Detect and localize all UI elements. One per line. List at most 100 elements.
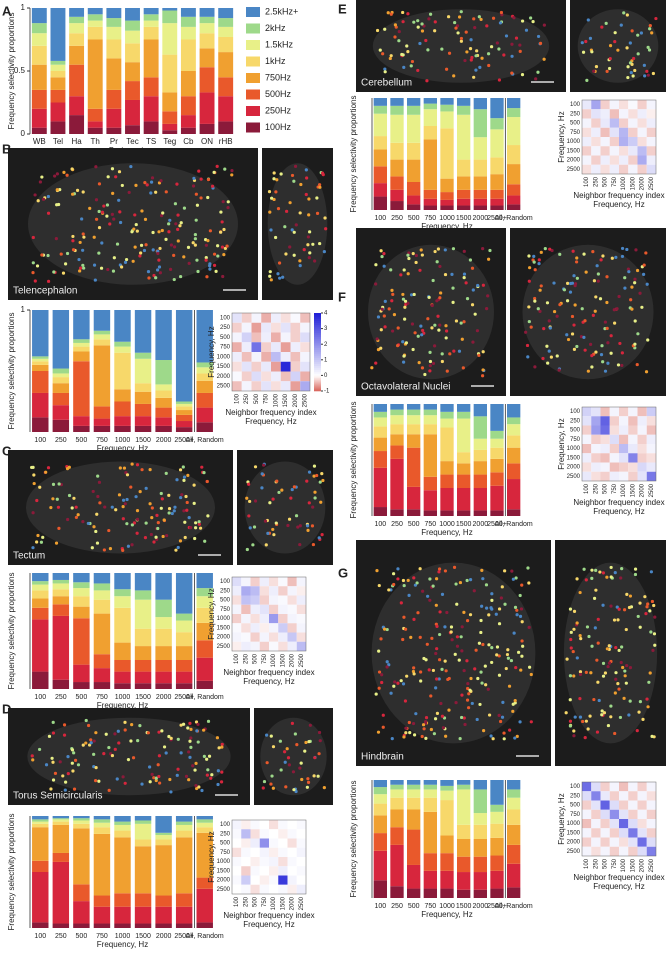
- bar-segment: [457, 198, 471, 206]
- heat-cell: [619, 828, 629, 838]
- neuron-dot: [555, 354, 559, 358]
- neuron-dot: [404, 731, 408, 735]
- bar-segment: [155, 923, 172, 928]
- neuron-dot: [520, 19, 525, 23]
- neuron-dot: [439, 291, 443, 295]
- neuron-dot: [402, 735, 406, 739]
- bar-segment: [457, 189, 471, 199]
- neuron-dot: [470, 55, 474, 60]
- bar-segment: [473, 813, 487, 825]
- neuron-dot: [51, 482, 56, 487]
- neuron-dot: [127, 190, 131, 195]
- neuron-dot: [31, 511, 35, 515]
- neuron-dot: [429, 694, 433, 698]
- heat-cell: [600, 100, 610, 110]
- neuron-dot: [122, 466, 127, 470]
- neuron-dot: [593, 626, 597, 630]
- bar-segment: [31, 64, 47, 90]
- heat-cell: [600, 453, 610, 463]
- heat-cell: [300, 332, 310, 343]
- heat-cell: [582, 137, 592, 147]
- x-tick-label: TS: [146, 137, 156, 146]
- bar-segment: [507, 435, 521, 448]
- neuron-dot: [393, 35, 397, 39]
- neuron-dot: [606, 361, 610, 365]
- neuron-dot: [533, 268, 537, 272]
- bar-segment: [93, 613, 111, 655]
- heat-row-label: 2000: [567, 465, 581, 471]
- neuron-dot: [465, 297, 470, 301]
- heat-cell: [582, 828, 592, 838]
- neuron-dot: [594, 588, 598, 592]
- heat-cell: [287, 875, 297, 885]
- heat-cell: [278, 604, 288, 614]
- colorbar-step: [314, 375, 321, 378]
- heat-cell: [582, 462, 592, 472]
- neuron-dot: [514, 36, 519, 40]
- neuron-dot: [396, 326, 400, 330]
- bar-segment: [52, 373, 70, 378]
- neuron-dot: [599, 352, 604, 357]
- neuron-dot: [179, 274, 183, 279]
- neuron-dot: [312, 774, 316, 778]
- heat-cell: [646, 828, 656, 838]
- heat-cell: [241, 604, 251, 614]
- neuron-dot: [305, 524, 310, 528]
- neuron-dot: [542, 23, 546, 27]
- bar-segment: [373, 437, 387, 452]
- heat-cell: [628, 471, 638, 481]
- neuron-dot: [121, 498, 126, 502]
- neuron-dot: [39, 540, 44, 544]
- neuron-dot: [406, 50, 410, 54]
- neuron-dot: [268, 270, 272, 274]
- neuron-dot: [385, 660, 389, 664]
- bar-segment: [180, 71, 196, 97]
- neuron-dot: [431, 278, 435, 283]
- neuron-dot: [215, 736, 220, 740]
- neuron-dot: [431, 361, 436, 366]
- brain-outline: [26, 461, 215, 554]
- bar-segment: [175, 683, 193, 689]
- neuron-dot: [179, 221, 183, 225]
- neuron-dot: [173, 202, 178, 206]
- x-tick-label: 750: [424, 521, 436, 528]
- neuron-dot: [430, 636, 434, 640]
- bar-segment: [423, 789, 437, 798]
- neuron-dot: [107, 528, 111, 533]
- heat-cell: [637, 462, 647, 472]
- neuron-dot: [646, 45, 650, 49]
- neuron-dot: [311, 542, 316, 547]
- neuron-dot: [93, 278, 97, 282]
- neuron-dot: [176, 545, 180, 550]
- heat-cell: [232, 595, 242, 605]
- neuron-dot: [33, 279, 37, 283]
- heat-cell: [591, 416, 601, 426]
- neuron-dot: [108, 547, 113, 551]
- neuron-dot: [435, 647, 439, 651]
- neuron-dot: [487, 257, 491, 261]
- neuron-dot: [94, 731, 98, 735]
- neuron-dot: [318, 241, 322, 246]
- bar-segment: [373, 136, 387, 150]
- neuron-dot: [643, 595, 647, 599]
- bar-segment: [473, 176, 487, 190]
- neuron-dot: [471, 288, 475, 292]
- heat-col-label: 1500: [280, 896, 286, 910]
- heat-col-label: 250: [244, 393, 250, 404]
- neuron-dot: [391, 292, 395, 296]
- neuron-dot: [133, 213, 137, 217]
- neuron-dot: [81, 190, 85, 194]
- bar-segment: [32, 590, 49, 599]
- neuron-dot: [628, 699, 632, 703]
- heat-col-label: 1500: [280, 653, 286, 667]
- neuron-dot: [88, 206, 92, 210]
- bar-segment: [440, 510, 454, 516]
- bar-segment: [423, 409, 437, 416]
- bar-segment: [155, 397, 172, 408]
- colorbar-step: [314, 361, 321, 364]
- heat-row-label: 1500: [567, 830, 581, 836]
- bar-segment: [134, 590, 152, 600]
- neuron-dot: [521, 644, 525, 648]
- neuron-dot: [596, 641, 600, 645]
- neuron-dot: [92, 752, 96, 756]
